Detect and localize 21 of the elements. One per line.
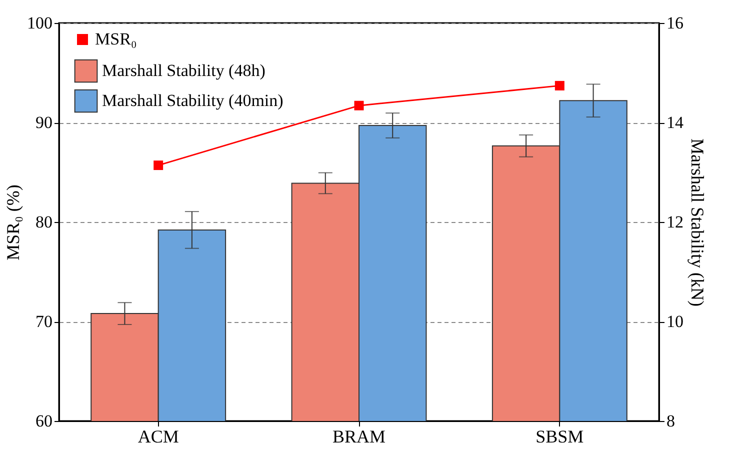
y2-tick-label: 10 bbox=[666, 312, 684, 331]
point bbox=[154, 160, 164, 170]
x-tick-label: ACM bbox=[138, 426, 179, 446]
y-tick-label: 60 bbox=[36, 412, 52, 430]
y-tick-label: 80 bbox=[36, 212, 52, 232]
y-tick-label: 100 bbox=[27, 14, 52, 32]
legend-label: MSR₀ bbox=[95, 30, 137, 48]
y2-axis-title: Marshall Stability (kN) bbox=[688, 138, 708, 306]
y2-tick-label: 14 bbox=[666, 113, 684, 132]
y-tick-label: 70 bbox=[36, 312, 52, 331]
y2-tick-label: 12 bbox=[666, 212, 684, 232]
y2-tick-label: 16 bbox=[666, 14, 684, 32]
point bbox=[554, 80, 564, 90]
x-tick-label: BRAM bbox=[332, 426, 386, 446]
y-tick-label: 90 bbox=[36, 113, 52, 132]
legend-label: Marshall Stability (48h) bbox=[102, 61, 266, 80]
x-tick-label: SBSM bbox=[536, 426, 584, 446]
y2-tick-label: 8 bbox=[666, 412, 675, 430]
y-axis-title: MSR₀ (%) bbox=[3, 184, 23, 260]
legend-label: Marshall Stability (40min) bbox=[102, 91, 284, 110]
point bbox=[354, 100, 364, 110]
